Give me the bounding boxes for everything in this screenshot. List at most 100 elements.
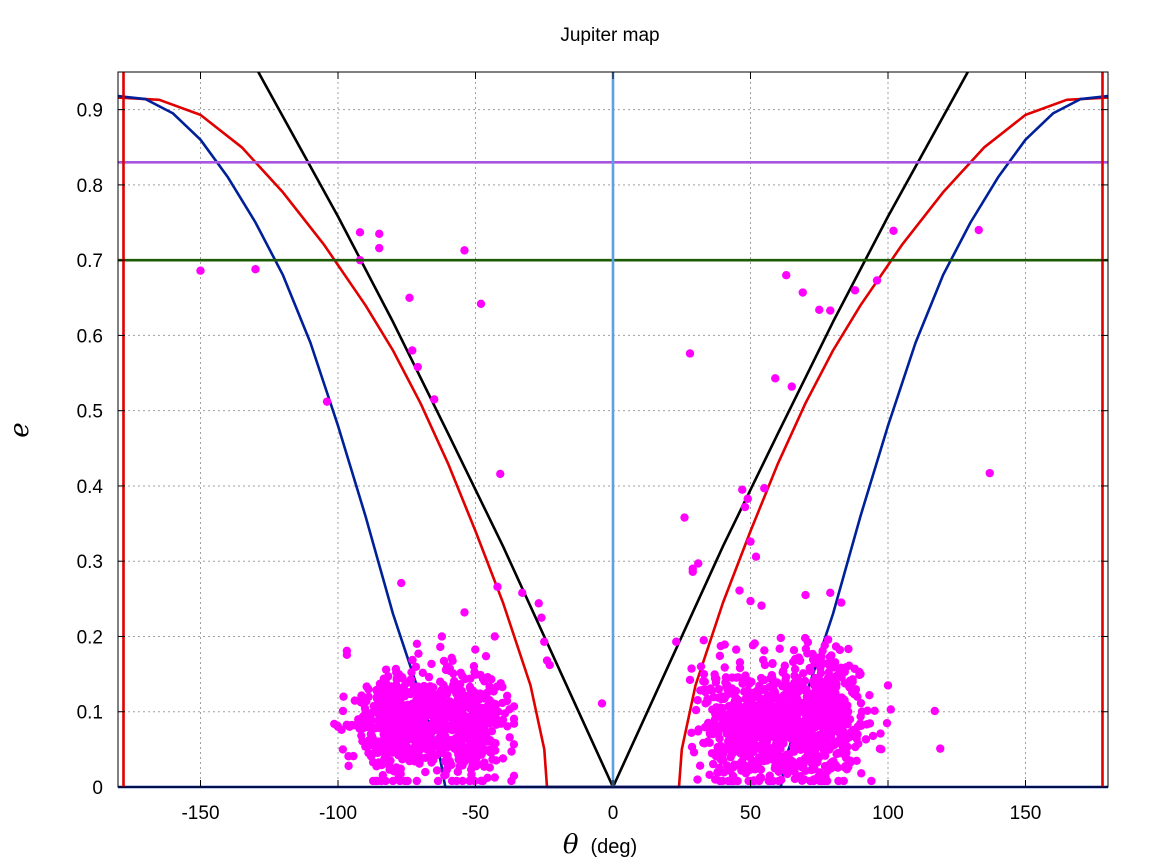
data-point bbox=[490, 632, 499, 641]
data-point bbox=[458, 776, 467, 786]
data-point bbox=[427, 708, 436, 718]
data-point bbox=[540, 637, 549, 646]
data-point bbox=[856, 698, 866, 708]
data-point bbox=[449, 702, 458, 712]
data-point bbox=[754, 743, 764, 753]
data-point bbox=[768, 732, 777, 741]
data-point bbox=[930, 706, 939, 716]
y-tick-label: 0.9 bbox=[77, 101, 103, 122]
data-point bbox=[710, 715, 720, 724]
data-point bbox=[412, 639, 422, 648]
data-point bbox=[728, 707, 738, 716]
data-point bbox=[437, 632, 447, 641]
data-point bbox=[339, 692, 348, 701]
data-point bbox=[819, 774, 829, 783]
data-point bbox=[509, 740, 519, 749]
data-point bbox=[408, 346, 417, 355]
data-point bbox=[693, 695, 702, 705]
data-point bbox=[823, 635, 833, 644]
data-point bbox=[427, 758, 436, 767]
data-point bbox=[465, 776, 474, 786]
data-point bbox=[412, 776, 422, 786]
data-point bbox=[715, 703, 725, 712]
data-point bbox=[474, 741, 483, 750]
data-point bbox=[850, 286, 860, 295]
data-point bbox=[438, 691, 447, 700]
data-point bbox=[758, 655, 768, 665]
data-point bbox=[453, 736, 462, 746]
data-point bbox=[738, 485, 747, 494]
data-point bbox=[742, 725, 751, 734]
data-point bbox=[537, 613, 546, 622]
data-point bbox=[407, 726, 416, 735]
data-point bbox=[839, 744, 848, 753]
data-point bbox=[417, 727, 426, 736]
data-point bbox=[452, 776, 461, 786]
data-point bbox=[454, 755, 463, 764]
data-point bbox=[467, 685, 476, 694]
data-point bbox=[776, 775, 786, 785]
data-point bbox=[809, 739, 819, 749]
data-point bbox=[435, 726, 444, 735]
data-point bbox=[338, 745, 348, 754]
data-point bbox=[453, 767, 463, 776]
data-point bbox=[408, 655, 417, 665]
data-point bbox=[424, 672, 434, 682]
data-point bbox=[392, 668, 401, 677]
data-point bbox=[493, 582, 502, 591]
data-point bbox=[386, 688, 395, 697]
data-point bbox=[840, 763, 850, 772]
data-point bbox=[700, 677, 710, 687]
data-point bbox=[826, 306, 835, 315]
data-point bbox=[434, 719, 443, 728]
data-point bbox=[793, 673, 802, 683]
data-point bbox=[801, 706, 811, 715]
data-point bbox=[414, 649, 423, 658]
data-point bbox=[713, 768, 723, 777]
data-point bbox=[496, 679, 505, 688]
data-point bbox=[852, 756, 861, 766]
data-point bbox=[418, 668, 428, 678]
data-point bbox=[770, 764, 780, 773]
data-point bbox=[796, 745, 805, 754]
data-point bbox=[831, 672, 840, 681]
data-point bbox=[691, 705, 701, 715]
data-point bbox=[730, 715, 739, 724]
data-point bbox=[807, 747, 817, 757]
data-point bbox=[439, 680, 448, 690]
data-point bbox=[744, 739, 754, 749]
data-point bbox=[720, 663, 729, 672]
data-point bbox=[816, 711, 826, 720]
data-point bbox=[776, 633, 785, 643]
data-point bbox=[518, 588, 527, 598]
data-point bbox=[815, 305, 824, 315]
data-point bbox=[840, 667, 849, 677]
data-point bbox=[795, 729, 804, 738]
data-point bbox=[442, 738, 451, 748]
data-point bbox=[196, 266, 205, 275]
data-point bbox=[746, 596, 755, 606]
data-point bbox=[751, 722, 760, 732]
data-point bbox=[344, 761, 353, 771]
data-point bbox=[769, 691, 779, 701]
x-tick-label: -50 bbox=[462, 803, 489, 824]
data-point bbox=[853, 730, 862, 739]
data-point bbox=[729, 690, 739, 699]
data-point bbox=[735, 658, 745, 667]
data-point bbox=[384, 761, 394, 770]
data-point bbox=[496, 469, 505, 479]
data-point bbox=[694, 725, 703, 734]
data-point bbox=[491, 756, 501, 765]
data-point bbox=[456, 745, 466, 755]
data-point bbox=[381, 752, 391, 761]
data-point bbox=[373, 748, 382, 758]
data-point bbox=[427, 687, 436, 696]
data-point bbox=[776, 695, 785, 704]
data-point bbox=[870, 706, 879, 716]
data-point bbox=[750, 765, 760, 774]
data-point bbox=[358, 712, 368, 721]
data-point bbox=[699, 738, 708, 748]
data-point bbox=[375, 229, 384, 239]
data-point bbox=[381, 721, 390, 730]
data-point bbox=[757, 601, 766, 610]
